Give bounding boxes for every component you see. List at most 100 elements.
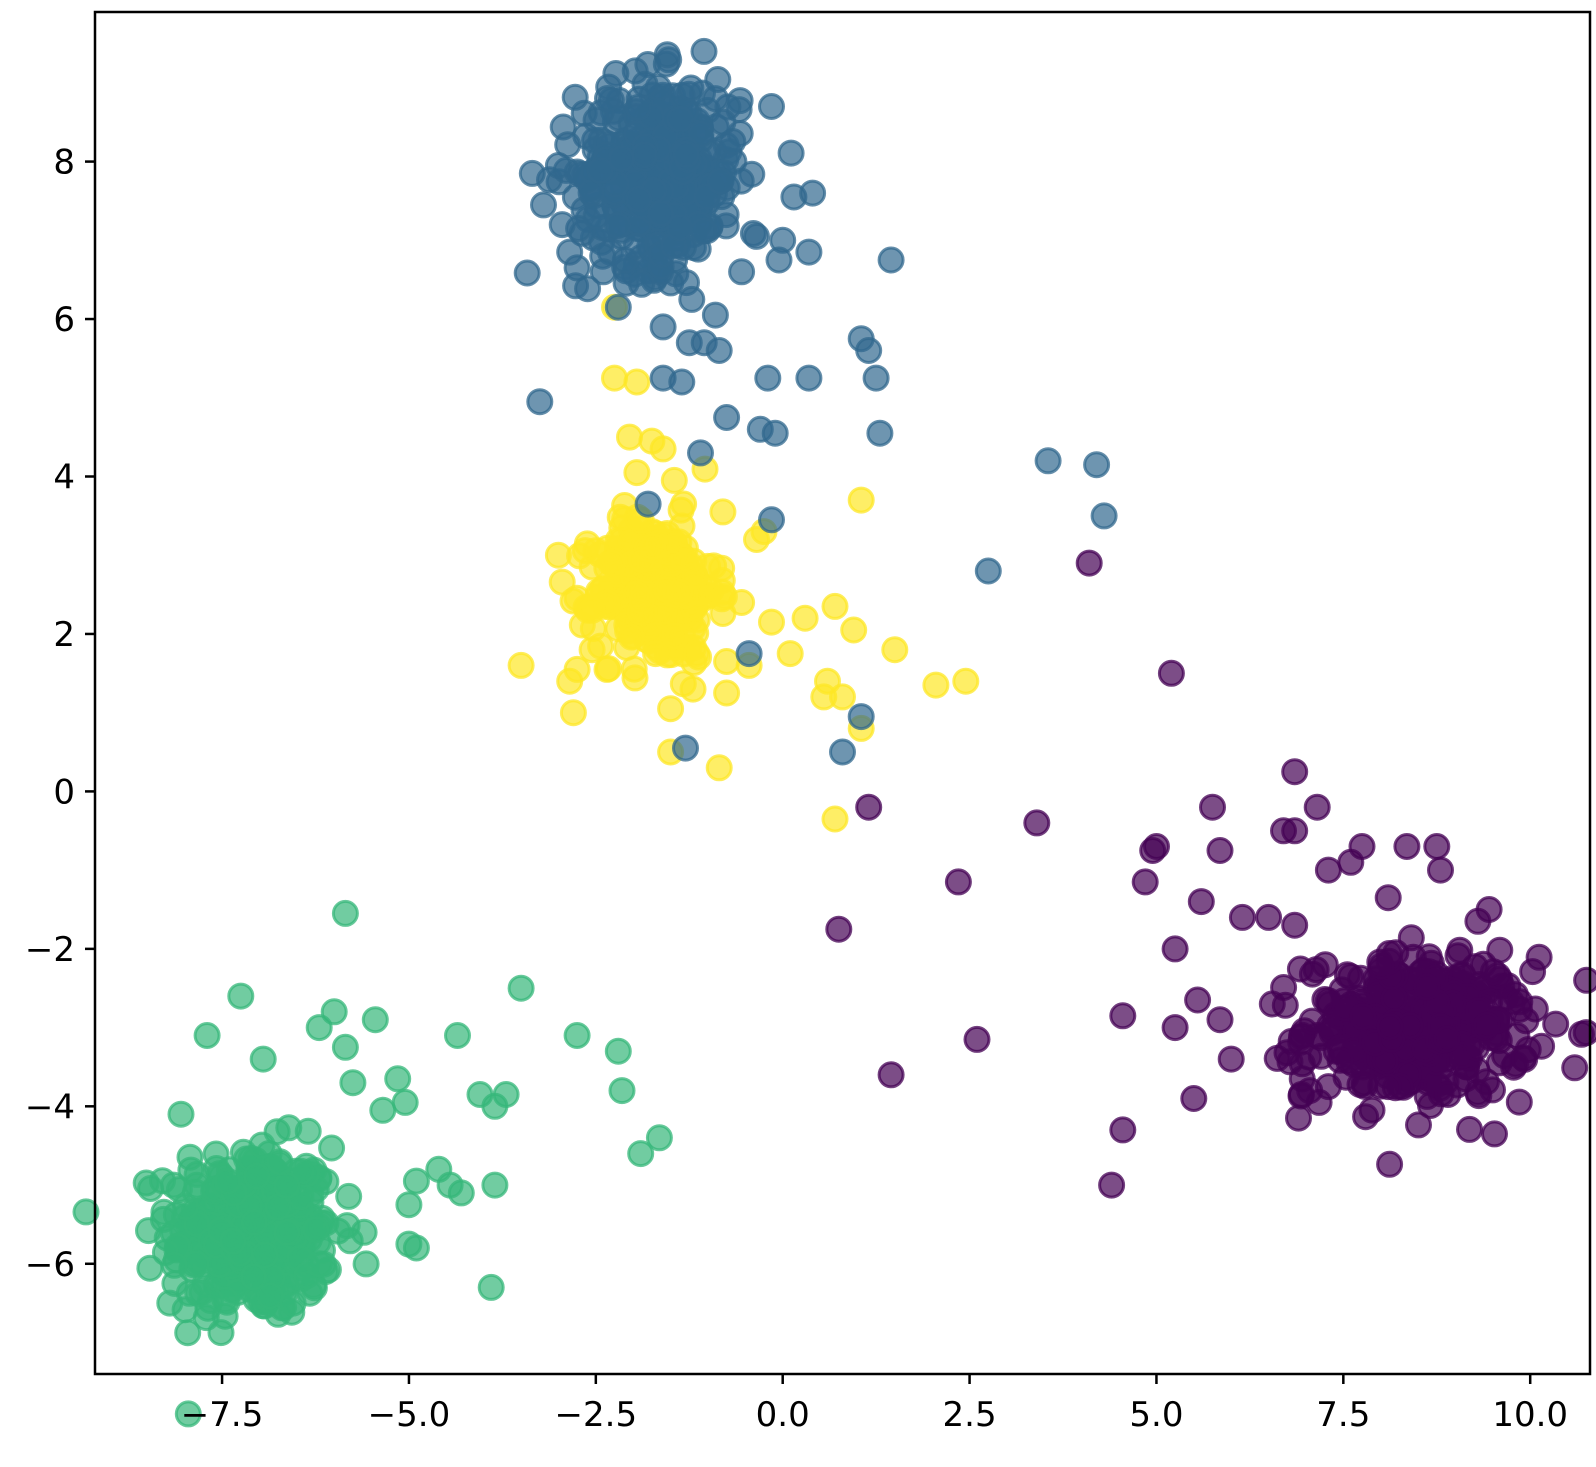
data-point xyxy=(544,541,572,569)
data-point xyxy=(331,899,359,927)
data-point xyxy=(604,293,632,321)
data-point xyxy=(754,364,782,392)
series-cluster-2 xyxy=(72,899,673,1428)
data-point xyxy=(248,1131,276,1159)
data-point xyxy=(167,1100,195,1128)
data-point xyxy=(677,74,705,102)
y-tick-label: 8 xyxy=(53,143,75,183)
data-point xyxy=(507,974,535,1002)
data-point xyxy=(384,1065,412,1093)
data-point xyxy=(795,238,823,266)
data-point xyxy=(847,703,875,731)
data-point xyxy=(507,651,535,679)
y-tick-label: 4 xyxy=(53,457,75,497)
data-point xyxy=(855,793,883,821)
data-point xyxy=(331,1033,359,1061)
data-point xyxy=(628,270,656,298)
data-point xyxy=(829,683,856,711)
data-point xyxy=(625,185,653,213)
data-point xyxy=(653,41,681,69)
y-tick-label: −4 xyxy=(25,1087,75,1127)
data-point xyxy=(193,1022,221,1049)
data-point xyxy=(1217,1045,1245,1073)
data-point xyxy=(574,275,602,303)
data-point xyxy=(227,982,255,1010)
data-point xyxy=(1380,984,1408,1012)
data-point xyxy=(1083,451,1111,479)
data-point xyxy=(922,671,950,699)
data-point xyxy=(642,640,670,668)
data-point xyxy=(1131,868,1159,896)
data-point xyxy=(628,587,656,615)
data-point xyxy=(1481,1120,1508,1148)
data-point xyxy=(1511,1045,1539,1073)
data-point xyxy=(660,466,688,494)
data-point xyxy=(825,915,853,943)
data-point xyxy=(160,1171,187,1199)
data-point xyxy=(1433,1025,1461,1053)
data-point xyxy=(705,754,733,782)
data-point xyxy=(631,141,658,169)
data-point xyxy=(1393,833,1421,860)
data-point xyxy=(279,1289,307,1317)
data-point xyxy=(1464,1078,1492,1106)
data-point xyxy=(1281,911,1309,939)
data-point xyxy=(709,108,737,136)
data-point xyxy=(670,490,698,518)
data-point xyxy=(705,337,733,364)
data-point xyxy=(273,1172,301,1199)
data-point xyxy=(713,404,741,431)
data-point xyxy=(339,1069,367,1097)
data-point xyxy=(653,576,681,603)
data-point xyxy=(1349,1003,1377,1031)
data-point xyxy=(391,1088,419,1116)
data-point xyxy=(1423,833,1451,860)
data-point xyxy=(1098,1171,1126,1199)
data-point xyxy=(526,388,554,416)
data-point xyxy=(795,364,823,392)
data-point xyxy=(1228,903,1256,931)
data-point xyxy=(1023,809,1051,837)
data-point xyxy=(444,1022,471,1049)
data-point xyxy=(1475,896,1503,923)
data-point xyxy=(639,533,667,560)
x-tick-label: −5.0 xyxy=(368,1395,451,1435)
data-point xyxy=(963,1025,991,1053)
data-point xyxy=(608,1077,636,1105)
data-point xyxy=(160,1251,188,1279)
data-point xyxy=(683,640,711,668)
data-point xyxy=(72,1198,100,1226)
data-point xyxy=(544,152,572,179)
data-point xyxy=(690,217,717,245)
data-point xyxy=(728,258,756,286)
data-point xyxy=(1206,837,1234,864)
data-point xyxy=(866,419,894,447)
y-tick-label: −2 xyxy=(25,930,75,970)
data-point xyxy=(1206,1006,1234,1034)
data-point xyxy=(1367,952,1395,980)
data-point xyxy=(701,85,729,113)
data-point xyxy=(758,506,785,534)
data-point xyxy=(1143,833,1170,860)
data-point xyxy=(668,368,696,396)
data-point xyxy=(1413,973,1441,1001)
data-point xyxy=(1314,856,1342,884)
data-point xyxy=(713,648,741,675)
data-point xyxy=(305,1014,333,1042)
y-axis: −6 −4 −2 0 2 4 6 8 xyxy=(25,143,95,1285)
data-point xyxy=(1184,986,1212,1014)
data-point xyxy=(481,1171,509,1199)
data-point xyxy=(776,640,804,668)
data-point xyxy=(1180,1085,1208,1112)
data-point xyxy=(1505,1088,1533,1116)
y-tick-label: 6 xyxy=(53,300,75,340)
data-point xyxy=(1090,502,1118,530)
data-point xyxy=(881,636,909,664)
data-point xyxy=(666,105,694,133)
data-point xyxy=(335,1182,363,1210)
data-point xyxy=(156,1289,184,1317)
data-point xyxy=(1376,1013,1404,1041)
data-point xyxy=(631,70,659,98)
data-point xyxy=(743,222,770,250)
